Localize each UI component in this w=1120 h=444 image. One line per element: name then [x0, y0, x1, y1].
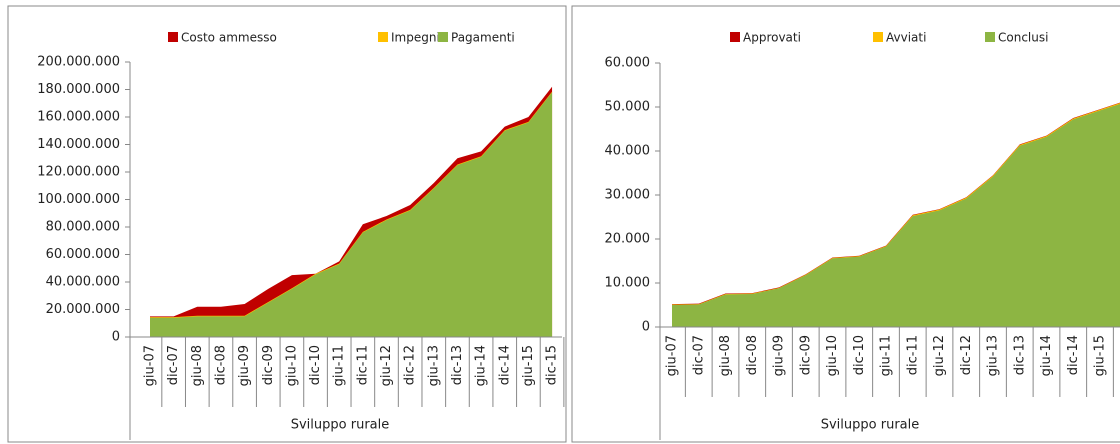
- chart: 0 20.000.000 40.000.000 60.000.000 80.000.00…: [37, 31, 565, 440]
- legend-label: Approvati: [743, 31, 801, 45]
- legend-swatch: [438, 32, 448, 42]
- y-tick-label: 10.000: [605, 276, 651, 291]
- legend-swatch: [378, 32, 388, 42]
- y-tick-label: 200.000.000: [37, 55, 120, 70]
- legend-swatch: [168, 32, 178, 42]
- y-tick-label: 80.000.000: [46, 220, 120, 235]
- y-tick-label: 20.000.000: [46, 302, 120, 317]
- legend-label: Impegni: [391, 31, 440, 45]
- x-tick-label: giu-14: [474, 345, 489, 386]
- y-tick-label: 100.000.000: [37, 192, 120, 207]
- y-tick-label: 40.000: [605, 144, 651, 159]
- x-tick-label: dic-07: [166, 345, 181, 385]
- panel-frame: [7, 5, 567, 443]
- legend-swatch: [985, 32, 995, 42]
- x-tick-label: giu-11: [332, 345, 347, 386]
- x-tick-label: giu-11: [879, 335, 894, 376]
- x-tick-label: dic-11: [905, 335, 920, 375]
- x-tick-label: giu-10: [284, 345, 299, 386]
- y-tick-label: 140.000.000: [37, 137, 120, 152]
- x-tick-label: dic-09: [261, 345, 276, 385]
- legend-label: Costo ammesso: [181, 31, 277, 45]
- x-axis-label: Sviluppo rurale: [291, 418, 390, 433]
- x-tick-label: giu-09: [237, 345, 252, 386]
- y-tick-label: 180.000.000: [37, 82, 120, 97]
- y-tick-label: 0: [642, 320, 650, 335]
- x-tick-label: giu-15: [521, 345, 536, 386]
- x-tick-label: giu-07: [665, 335, 680, 376]
- y-tick-label: 120.000.000: [37, 165, 120, 180]
- x-tick-label: giu-13: [986, 335, 1001, 376]
- legend-label: Conclusi: [998, 31, 1048, 45]
- y-tick-label: 60.000: [605, 56, 651, 71]
- x-tick-label: giu-08: [718, 335, 733, 376]
- x-tick-label: giu-08: [190, 345, 205, 386]
- legend-label: Pagamenti: [451, 31, 515, 45]
- x-tick-label: giu-10: [825, 335, 840, 376]
- x-axis-label: Sviluppo rurale: [821, 418, 920, 433]
- x-tick-label: dic-08: [213, 345, 228, 385]
- x-tick-label: giu-13: [426, 345, 441, 386]
- x-tick-label: dic-10: [852, 335, 867, 375]
- legend-swatch: [730, 32, 740, 42]
- area: [150, 92, 553, 337]
- y-tick-label: 160.000.000: [37, 110, 120, 125]
- x-tick-label: giu-15: [1093, 335, 1108, 376]
- x-tick-label: dic-13: [450, 345, 465, 385]
- y-tick-label: 20.000: [605, 232, 651, 247]
- y-tick-label: 30.000: [605, 188, 651, 203]
- y-tick-label: 0: [112, 330, 120, 345]
- chart: 0 10.000 20.000 30.000 40.000 50.000 60.000 App…: [605, 31, 1120, 440]
- x-tick-label: giu-14: [1039, 335, 1054, 376]
- y-tick-label: 50.000: [605, 100, 651, 115]
- legend-label: Avviati: [886, 31, 926, 45]
- x-tick-label: dic-10: [308, 345, 323, 385]
- x-tick-label: dic-09: [798, 335, 813, 375]
- x-tick-label: dic-12: [959, 335, 974, 375]
- x-tick-label: dic-14: [497, 345, 512, 385]
- x-tick-label: giu-12: [932, 335, 947, 376]
- x-tick-label: dic-08: [745, 335, 760, 375]
- panel-frame: [571, 5, 1120, 443]
- x-tick-label: dic-14: [1066, 335, 1081, 375]
- y-tick-label: 60.000.000: [46, 247, 120, 262]
- x-tick-label: dic-13: [1012, 335, 1027, 375]
- x-tick-label: giu-09: [772, 335, 787, 376]
- x-tick-label: giu-07: [143, 345, 158, 386]
- x-tick-label: dic-11: [355, 345, 370, 385]
- legend-swatch: [873, 32, 883, 42]
- y-tick-label: 40.000.000: [46, 275, 120, 290]
- x-tick-label: giu-12: [379, 345, 394, 386]
- x-tick-label: dic-07: [691, 335, 706, 375]
- x-tick-label: dic-15: [545, 345, 560, 385]
- area: [672, 103, 1120, 327]
- x-tick-label: dic-12: [403, 345, 418, 385]
